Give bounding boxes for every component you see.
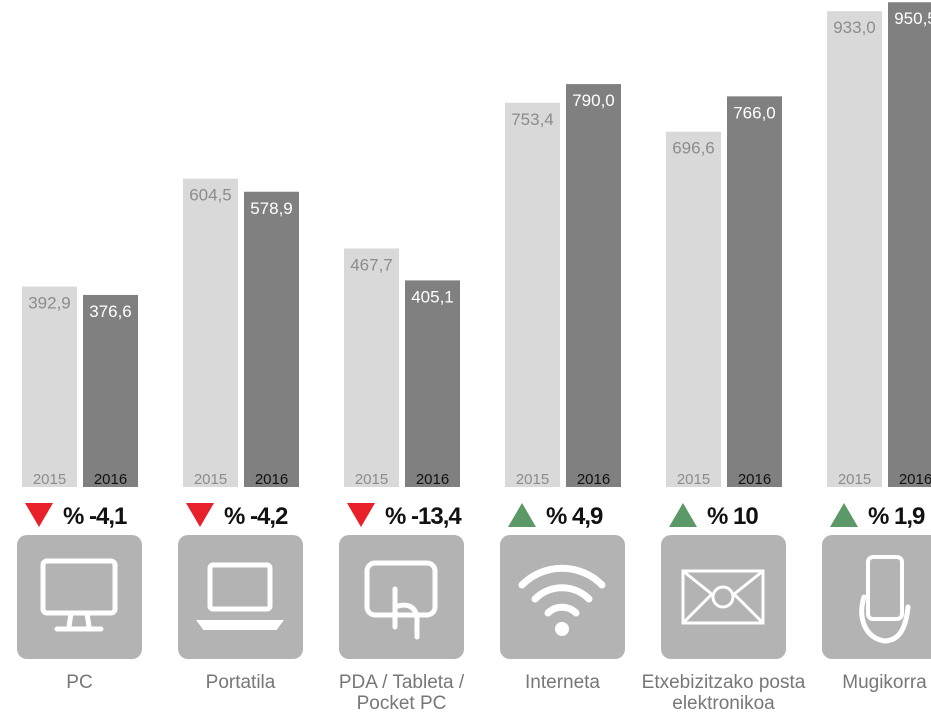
value-label: 467,7 — [350, 255, 393, 274]
value-label: 696,6 — [672, 139, 715, 158]
change-label: % 10 — [707, 503, 758, 530]
triangle-down — [25, 503, 53, 527]
year-label: 2016 — [255, 471, 288, 488]
value-label: 933,0 — [833, 18, 876, 37]
icon — [518, 564, 606, 636]
bar — [183, 178, 238, 487]
year-label: 2015 — [838, 471, 871, 488]
year-label: 2015 — [33, 471, 66, 488]
value-label: 604,5 — [189, 186, 232, 205]
year-label: 2015 — [516, 471, 549, 488]
triangle-up — [508, 503, 536, 527]
value-label: 950,5 — [894, 9, 931, 28]
bar — [888, 2, 931, 488]
value-label: 766,0 — [733, 103, 776, 122]
bar — [344, 248, 399, 487]
icon-tile — [500, 535, 625, 659]
value-label: 790,0 — [572, 91, 615, 110]
icon-tile — [17, 535, 142, 659]
icon-part — [196, 620, 284, 630]
value-label: 376,6 — [89, 302, 132, 321]
value-label: 578,9 — [250, 199, 293, 218]
change-label: % -4,1 — [63, 503, 127, 530]
change-label: % 1,9 — [868, 503, 925, 530]
change-label: % -13,4 — [385, 503, 462, 530]
year-label: 2016 — [577, 471, 610, 488]
year-label: 2015 — [677, 471, 710, 488]
bar — [505, 102, 560, 488]
bar — [827, 11, 882, 487]
year-label: 2016 — [738, 471, 771, 488]
category-label: Interneta — [525, 672, 600, 693]
icon-part — [518, 564, 606, 617]
icon-part — [54, 610, 104, 632]
icon-part — [681, 569, 765, 625]
category-label: Etxebizitzako posta elektronikoa — [641, 672, 806, 714]
year-label: 2015 — [355, 471, 388, 488]
icon — [859, 555, 911, 644]
icon — [40, 558, 118, 632]
icon — [196, 562, 284, 630]
value-label: 753,4 — [511, 110, 554, 129]
icon-part — [392, 586, 420, 640]
bar — [405, 280, 460, 487]
year-label: 2016 — [94, 471, 127, 488]
bar — [666, 131, 721, 487]
change-label: % 4,9 — [546, 503, 603, 530]
icon-part — [364, 560, 438, 618]
year-label: 2016 — [416, 471, 449, 488]
bar — [727, 96, 782, 487]
bar — [83, 294, 138, 487]
change-label: % -4,2 — [224, 503, 288, 530]
icon-tile — [339, 535, 464, 659]
bar — [244, 191, 299, 488]
icon-part — [711, 585, 735, 609]
value-label: 392,9 — [28, 294, 71, 313]
triangle-down — [186, 503, 214, 527]
triangle-up — [669, 503, 697, 527]
bar — [22, 286, 77, 487]
icon-part — [555, 622, 569, 636]
icon-part — [207, 562, 273, 612]
year-label: 2015 — [194, 471, 227, 488]
bar — [566, 84, 621, 487]
icon — [681, 569, 765, 625]
category-label: PDA / Tableta / Pocket PC — [338, 672, 465, 714]
category-label: Mugikorra — [842, 672, 927, 693]
icon-part — [40, 558, 118, 616]
triangle-down — [347, 503, 375, 527]
category-label: PC — [66, 672, 93, 693]
icon — [364, 560, 438, 640]
icon-part — [866, 555, 904, 621]
icon-tile — [178, 535, 303, 659]
triangle-up — [830, 503, 858, 527]
icon-part — [859, 594, 911, 644]
year-label: 2016 — [899, 471, 931, 488]
value-label: 405,1 — [411, 287, 454, 306]
category-label: Portatila — [205, 672, 276, 693]
